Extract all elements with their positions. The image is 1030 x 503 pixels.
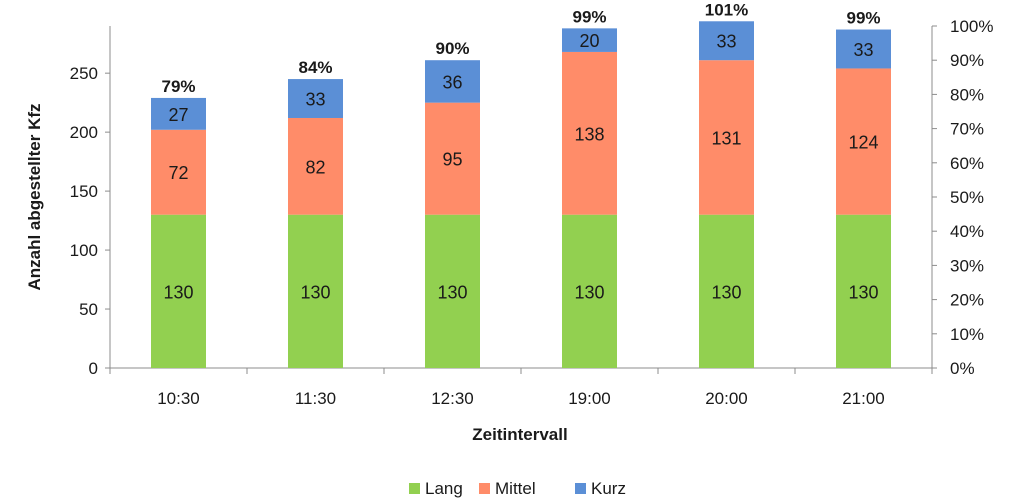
percent-label: 99%: [572, 7, 606, 26]
data-label-lang: 130: [848, 282, 878, 302]
y-tick-label: 150: [70, 182, 98, 201]
labels: 130 72 27 79% 130 82 33 84% 130 95 36 90% 130 138 20 99…: [161, 0, 880, 302]
bar-segment-lang: [425, 214, 480, 368]
y2-tick-label: 20%: [950, 291, 984, 310]
x-tick-label: 19:00: [568, 389, 611, 408]
bar-segment-kurz: [699, 21, 754, 61]
y2-tick-label: 70%: [950, 120, 984, 139]
y2-tick-label: 50%: [950, 188, 984, 207]
bars: [151, 21, 891, 368]
x-axis-title: Zeitintervall: [472, 425, 567, 444]
legend-swatch-lang: [409, 483, 420, 494]
data-label-lang: 130: [163, 282, 193, 302]
y-tick-label: 0: [89, 359, 98, 378]
y-tick-label: 100: [70, 241, 98, 260]
data-label-mittel: 82: [305, 157, 325, 177]
data-label-lang: 130: [300, 282, 330, 302]
y2-tick-label: 80%: [950, 85, 984, 104]
data-label-lang: 130: [711, 282, 741, 302]
bar-segment-lang: [836, 214, 891, 368]
y2-tick-label: 30%: [950, 256, 984, 275]
bar-segment-lang: [562, 214, 617, 368]
data-label-lang: 130: [437, 282, 467, 302]
legend-label-mittel: Mittel: [495, 479, 536, 498]
bar-segment-kurz: [288, 79, 343, 118]
data-label-mittel: 124: [848, 133, 878, 153]
bar-segment-kurz: [836, 29, 891, 69]
legend-label-kurz: Kurz: [591, 479, 626, 498]
y-tick-label: 50: [79, 300, 98, 319]
x-tick-label: 11:30: [295, 389, 336, 408]
y2-tick-label: 10%: [950, 325, 984, 344]
percent-label: 79%: [161, 77, 195, 96]
percent-label: 99%: [846, 9, 880, 28]
y2-tick-label: 90%: [950, 51, 984, 70]
bar-segment-kurz: [562, 28, 617, 52]
data-label-mittel: 72: [168, 163, 188, 183]
data-label-kurz: 36: [442, 72, 462, 92]
bar-segment-lang: [288, 214, 343, 368]
percent-label: 101%: [705, 0, 748, 19]
bar-segment-mittel: [699, 60, 754, 215]
bar-segment-mittel: [151, 129, 206, 215]
bar-segment-kurz: [151, 97, 206, 130]
legend: Lang Mittel Kurz: [409, 479, 626, 498]
bar-segment-kurz: [425, 60, 480, 103]
legend-swatch-mittel: [479, 483, 490, 494]
legend-label-lang: Lang: [425, 479, 463, 498]
y2-tick-label: 40%: [950, 222, 984, 241]
x-tick-label: 21:00: [842, 389, 885, 408]
y-tick-label: 200: [70, 123, 98, 142]
x-tick-label: 20:00: [705, 389, 748, 408]
data-label-kurz: 33: [305, 90, 325, 110]
bar-segment-lang: [151, 214, 206, 368]
y-tick-label: 250: [70, 64, 98, 83]
data-label-mittel: 131: [711, 128, 741, 148]
data-label-kurz: 20: [579, 31, 599, 51]
bar-segment-mittel: [836, 68, 891, 215]
bar-segment-lang: [699, 214, 754, 368]
x-tick-label: 12:30: [431, 389, 474, 408]
bar-segment-mittel: [425, 102, 480, 215]
data-label-lang: 130: [574, 282, 604, 302]
bar-segment-mittel: [562, 51, 617, 215]
data-label-kurz: 27: [168, 105, 188, 125]
data-label-mittel: 95: [442, 150, 462, 170]
y2-tick-label: 100%: [950, 17, 993, 36]
y2-tick-label: 0%: [950, 359, 975, 378]
percent-label: 90%: [435, 39, 469, 58]
axes: 0 50 100 150 200 250 0% 10% 20% 30% 40% 50% 60% 70% 80…: [70, 17, 994, 408]
legend-swatch-kurz: [575, 483, 586, 494]
data-label-mittel: 138: [574, 124, 604, 144]
x-tick-label: 10:30: [157, 389, 200, 408]
bar-segment-mittel: [288, 117, 343, 215]
percent-label: 84%: [298, 58, 332, 77]
y-axis-title: Anzahl abgestellter Kfz: [25, 103, 44, 290]
data-label-kurz: 33: [716, 32, 736, 52]
data-label-kurz: 33: [853, 40, 873, 60]
y2-tick-label: 60%: [950, 154, 984, 173]
